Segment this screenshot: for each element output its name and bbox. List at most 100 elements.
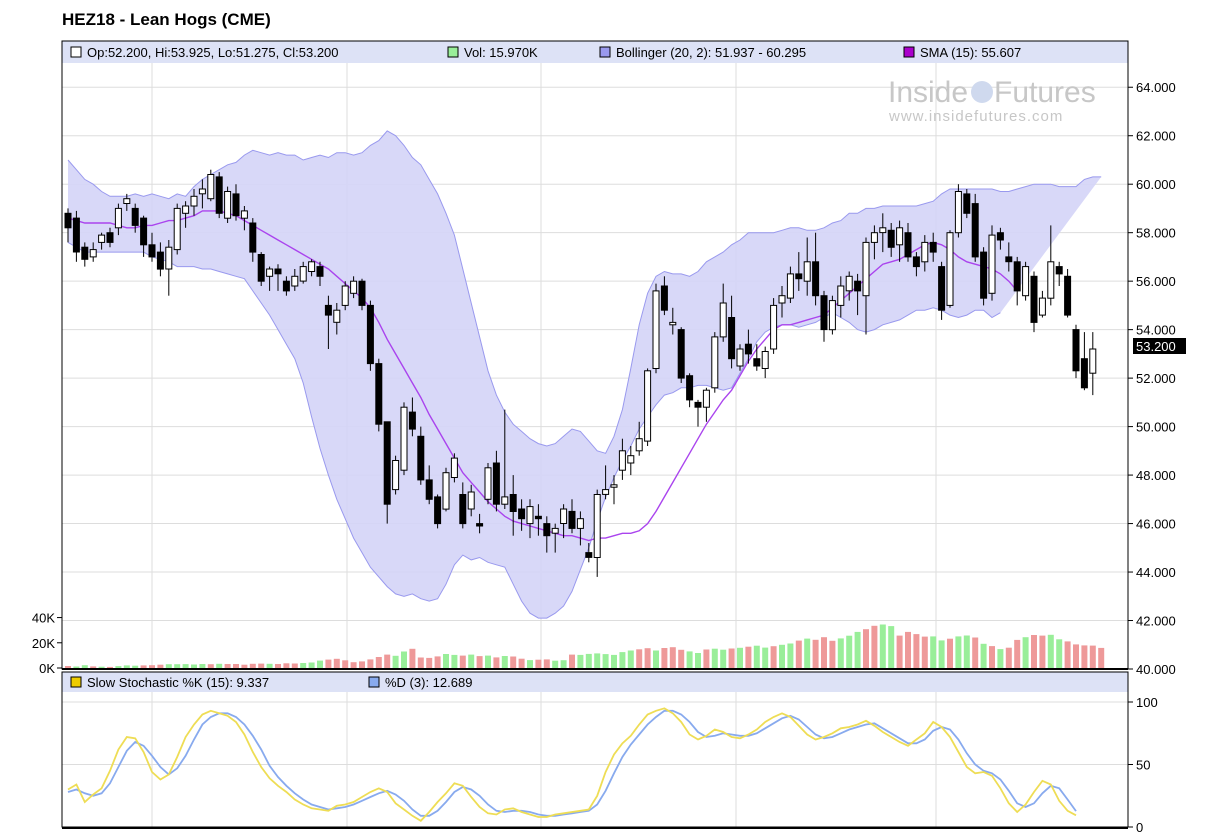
candle-body — [442, 472, 450, 510]
candle — [929, 232, 937, 262]
candle-body — [837, 285, 845, 306]
volume-bar — [98, 666, 105, 668]
candle — [190, 189, 198, 216]
candle-body — [366, 304, 374, 365]
candle-body — [291, 275, 299, 287]
volume-bar — [182, 664, 189, 668]
candle-body — [761, 351, 769, 369]
volume-bar — [1081, 645, 1088, 668]
watermark: Inside Futures www.insidefutures.com — [888, 76, 1096, 125]
candle-body — [711, 336, 719, 389]
candle-body — [803, 261, 811, 282]
sma-legend-swatch — [903, 46, 915, 58]
candle-body — [282, 280, 290, 292]
candle-body — [770, 304, 778, 350]
candle — [845, 271, 853, 301]
candle-body — [123, 198, 131, 204]
volume-bar — [711, 648, 718, 668]
volume-tick-label: 40K — [32, 611, 55, 626]
volume-bar — [527, 660, 533, 668]
candle — [81, 242, 89, 267]
candle-body — [224, 191, 232, 219]
chart-title: HEZ18 - Lean Hogs (CME) — [62, 10, 271, 29]
volume-bar — [191, 664, 197, 668]
candle-body — [240, 210, 248, 219]
candle — [140, 215, 148, 257]
sma-legend-text: SMA (15): 55.607 — [920, 45, 1021, 60]
volume-bar — [720, 649, 727, 668]
volume-bar — [728, 648, 735, 668]
candle-body — [190, 195, 198, 207]
volume-bar — [577, 654, 584, 668]
candle — [400, 402, 408, 476]
candle-body — [912, 256, 920, 268]
volume-bar — [972, 637, 979, 668]
candle — [870, 225, 878, 260]
candle — [282, 276, 290, 296]
candle-body — [543, 523, 551, 537]
bollinger-legend-text: Bollinger (20, 2): 51.937 - 60.295 — [616, 45, 806, 60]
volume-bar — [417, 657, 424, 668]
candle — [576, 511, 584, 546]
candle-body — [434, 496, 442, 525]
candle — [912, 252, 920, 277]
candle — [148, 232, 156, 262]
volume-bar — [888, 626, 895, 668]
candle — [996, 227, 1004, 250]
volume-bar — [871, 625, 878, 668]
stochastic-series-line — [67, 709, 1077, 817]
volume-bar — [451, 654, 458, 668]
candle-body — [954, 191, 962, 234]
volume-bar — [695, 653, 701, 668]
volume-bar — [443, 654, 449, 668]
stochastic-legend: Slow Stochastic %K (15): 9.337 %D (3): 1… — [70, 675, 472, 690]
volume-bars — [65, 624, 1105, 668]
volume-bar — [375, 657, 382, 668]
candle — [988, 225, 996, 301]
candle-body — [484, 467, 492, 500]
candle-body — [106, 232, 114, 243]
candle-body — [198, 188, 206, 195]
candle — [1022, 261, 1030, 301]
volume-bar — [1022, 637, 1029, 668]
candle-body — [728, 317, 736, 360]
volume-bar — [636, 649, 643, 668]
volume-bar — [619, 652, 626, 668]
candle — [761, 346, 769, 379]
candle — [887, 223, 895, 257]
candle-body — [921, 241, 929, 263]
volume-bar — [930, 636, 937, 668]
volume-tick-label: 20K — [32, 636, 55, 651]
candle-body — [1013, 261, 1021, 292]
candle — [1072, 324, 1080, 379]
candle — [753, 344, 761, 371]
candle — [1089, 332, 1097, 396]
volume-bar — [241, 664, 248, 668]
volume-bar — [384, 654, 391, 668]
candle-body — [996, 232, 1004, 241]
watermark-url: www.insidefutures.com — [888, 108, 1063, 125]
volume-bar — [459, 655, 466, 668]
candle-body — [383, 421, 391, 505]
candle — [602, 465, 610, 500]
candle — [333, 303, 341, 335]
candle — [434, 494, 442, 529]
candle — [551, 523, 559, 553]
candle — [1064, 269, 1072, 318]
candle-body — [576, 518, 584, 529]
candle-body — [585, 552, 593, 558]
candle-body — [786, 273, 794, 299]
candle-body — [81, 246, 89, 260]
candle-body — [408, 411, 416, 430]
volume-bar — [510, 656, 517, 668]
candle-body — [89, 249, 97, 258]
candle-body — [686, 375, 694, 401]
candle-body — [736, 348, 744, 367]
volume-bar — [1039, 635, 1046, 668]
candle — [778, 286, 786, 318]
volume-bar — [90, 666, 97, 668]
candle — [198, 179, 206, 209]
volume-bar — [359, 661, 365, 668]
volume-bar — [837, 638, 844, 668]
volume-bar — [308, 662, 315, 668]
